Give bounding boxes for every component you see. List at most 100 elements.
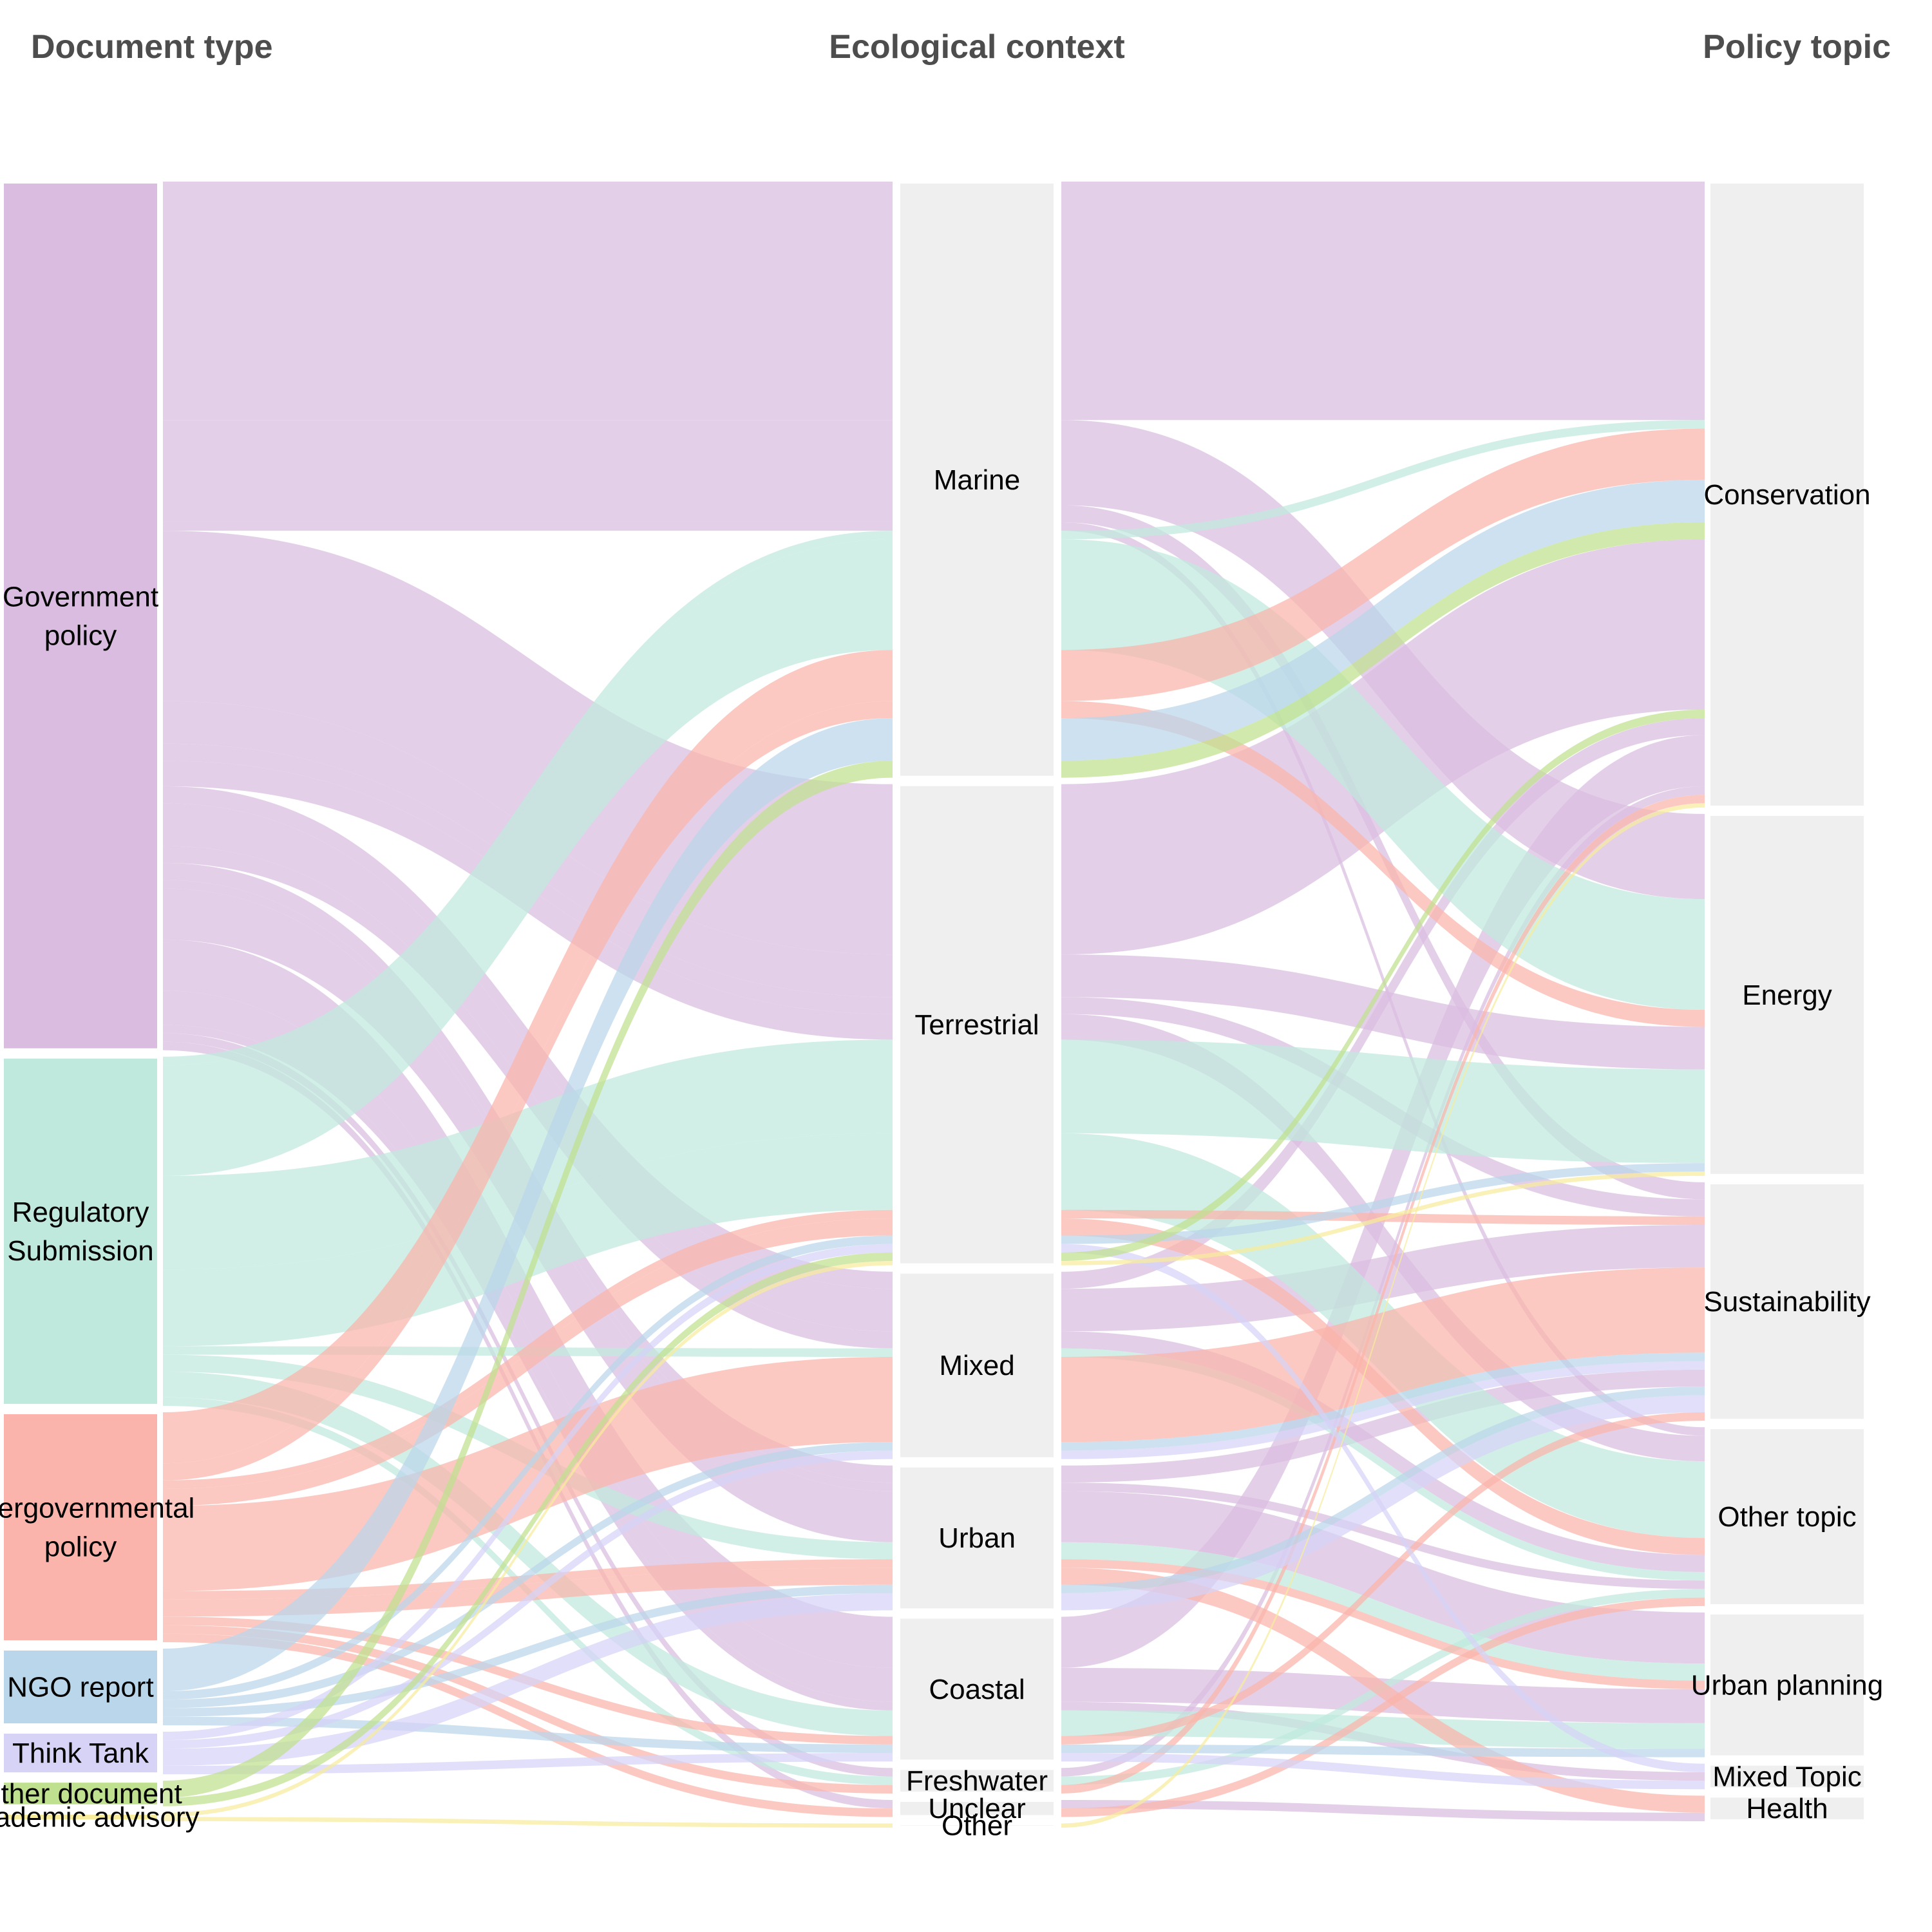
- node-mixed-topic: [1707, 1761, 1868, 1792]
- node-label-other-topic: Other topic: [1718, 1501, 1856, 1533]
- axis-title-policy-topic: Policy topic: [1703, 28, 1891, 66]
- node-layer: [0, 180, 1868, 1830]
- flow-academic-advisory-to-terrestrial: [163, 1261, 893, 1817]
- node-energy: [1707, 811, 1868, 1178]
- flow-other-document-to-terrestrial: [163, 1252, 893, 1806]
- node-urban: [896, 1463, 1057, 1613]
- flow-marine-to-conservation: [1061, 479, 1705, 761]
- axis-title-ecological-context: Ecological context: [829, 28, 1124, 66]
- node-label-ngo-report: NGO report: [7, 1671, 153, 1703]
- node-label-terrestrial: Terrestrial: [914, 1009, 1039, 1041]
- flow-government-policy-to-freshwater: [163, 1033, 893, 1777]
- flow-unclear-to-health: [1061, 1799, 1705, 1821]
- flow-coastal-to-urban-planning: [1061, 1710, 1705, 1749]
- node-terrestrial: [896, 782, 1057, 1267]
- flow-mixed-to-sustainability: [1061, 1267, 1705, 1443]
- node-label-think-tank: Think Tank: [12, 1738, 149, 1769]
- flow-coastal-to-mixed-topic: [1061, 1753, 1705, 1790]
- flow-terrestrial-to-energy: [1061, 1039, 1705, 1164]
- node-ngo-report: [0, 1646, 161, 1727]
- flow-ngo-report-to-mixed: [163, 1442, 893, 1709]
- flow-marine-to-conservation: [1061, 522, 1705, 778]
- flow-intergovernmental-policy-to-freshwater: [163, 1625, 893, 1794]
- flow-intergovernmental-policy-to-urban: [163, 1567, 893, 1617]
- node-mixed: [896, 1269, 1057, 1461]
- flow-intergovernmental-policy-to-terrestrial: [163, 1218, 893, 1506]
- flow-government-policy-to-marine: [163, 505, 893, 522]
- flow-ngo-report-to-urban: [163, 1584, 893, 1717]
- node-label-unclear: Unclear: [928, 1793, 1026, 1824]
- node-label-regulatory-submission: Regulatory Submission: [7, 1197, 153, 1267]
- flow-urban-to-urban-planning: [1061, 1559, 1705, 1689]
- flow-marine-to-conservation: [1061, 182, 1705, 421]
- node-marine: [896, 180, 1057, 780]
- flow-coastal-to-sustainability: [1061, 1412, 1705, 1745]
- flow-terrestrial-to-other-topic: [1061, 1014, 1705, 1462]
- flow-regulatory-submission-to-marine: [163, 539, 893, 1176]
- axis-title-layer: Document type Ecological context Policy …: [31, 28, 1891, 66]
- flow-regulatory-submission-to-terrestrial: [163, 1039, 893, 1270]
- flow-urban-to-sustainability: [1061, 1395, 1705, 1611]
- flow-government-policy-to-marine: [163, 182, 893, 421]
- flow-mixed-to-other-topic: [1061, 1348, 1705, 1581]
- node-label-mixed-topic: Mixed Topic: [1712, 1761, 1862, 1792]
- flow-unclear-to-other-topic: [1061, 1597, 1705, 1817]
- flow-mixed-to-sustainability: [1061, 1361, 1705, 1459]
- node-freshwater: [896, 1766, 1057, 1795]
- flow-marine-to-other-topic: [1061, 522, 1705, 1436]
- node-think-tank: [0, 1729, 161, 1777]
- flow-academic-advisory-to-other: [163, 1817, 893, 1828]
- node-label-marine: Marine: [934, 464, 1021, 496]
- node-sustainability: [1707, 1180, 1868, 1423]
- node-other-document: [0, 1779, 161, 1808]
- flow-layer: [163, 182, 1705, 1828]
- flow-ngo-report-to-terrestrial: [163, 1235, 893, 1700]
- node-other: [896, 1821, 1057, 1830]
- flow-urban-to-sustainability: [1061, 1387, 1705, 1594]
- flow-regulatory-submission-to-terrestrial: [163, 1133, 893, 1347]
- node-unclear: [896, 1797, 1057, 1819]
- flow-intergovernmental-policy-to-terrestrial: [163, 1209, 893, 1489]
- node-government-policy: [0, 180, 161, 1052]
- flow-government-policy-to-marine: [163, 420, 893, 506]
- flow-think-tank-to-mixed: [163, 1450, 893, 1749]
- flow-freshwater-to-conservation: [1061, 795, 1705, 1794]
- flow-government-policy-to-unclear: [163, 1041, 893, 1809]
- flow-intergovernmental-policy-to-unclear: [163, 1633, 893, 1817]
- flow-marine-to-sustainability: [1061, 505, 1705, 1200]
- flow-urban-to-sustainability: [1061, 1369, 1705, 1483]
- flow-urban-to-urban-planning: [1061, 1542, 1705, 1681]
- node-other-topic: [1707, 1425, 1868, 1608]
- node-health: [1707, 1794, 1868, 1824]
- flow-marine-to-conservation: [1061, 428, 1705, 701]
- node-label-freshwater: Freshwater: [906, 1765, 1048, 1797]
- node-label-mixed: Mixed: [939, 1350, 1014, 1381]
- flow-terrestrial-to-energy: [1061, 1171, 1705, 1265]
- flow-mixed-to-sustainability: [1061, 1352, 1705, 1451]
- node-label-academic-advisory: Academic advisory: [0, 1801, 200, 1833]
- node-label-energy: Energy: [1742, 980, 1832, 1011]
- node-label-coastal: Coastal: [929, 1674, 1025, 1705]
- flow-other-to-conservation: [1061, 803, 1705, 1828]
- flow-mixed-to-other-topic: [1061, 1331, 1705, 1572]
- flow-think-tank-to-terrestrial: [163, 1244, 893, 1741]
- node-label-health: Health: [1746, 1793, 1828, 1824]
- flow-regulatory-submission-to-marine: [163, 531, 893, 1066]
- flow-ngo-report-to-marine: [163, 718, 893, 1692]
- flow-coastal-to-urban-planning: [1061, 1744, 1705, 1757]
- flow-think-tank-to-urban: [163, 1593, 893, 1766]
- node-label-urban: Urban: [938, 1522, 1016, 1554]
- node-coastal: [896, 1615, 1057, 1764]
- node-label-other-document: Other document: [0, 1778, 182, 1810]
- flow-urban-to-health: [1061, 1567, 1705, 1813]
- flow-regulatory-submission-to-coastal: [163, 1372, 893, 1736]
- node-label-sustainability: Sustainability: [1703, 1286, 1870, 1318]
- flow-terrestrial-to-mixed-topic: [1061, 1244, 1705, 1772]
- node-regulatory-submission: [0, 1054, 161, 1408]
- flow-freshwater-to-conservation: [1061, 786, 1705, 1777]
- node-intergovernmental-policy: [0, 1410, 161, 1644]
- flow-government-policy-to-coastal: [163, 939, 893, 1668]
- flow-marine-to-energy: [1061, 701, 1705, 1027]
- node-label-government-policy: Government policy: [3, 581, 158, 651]
